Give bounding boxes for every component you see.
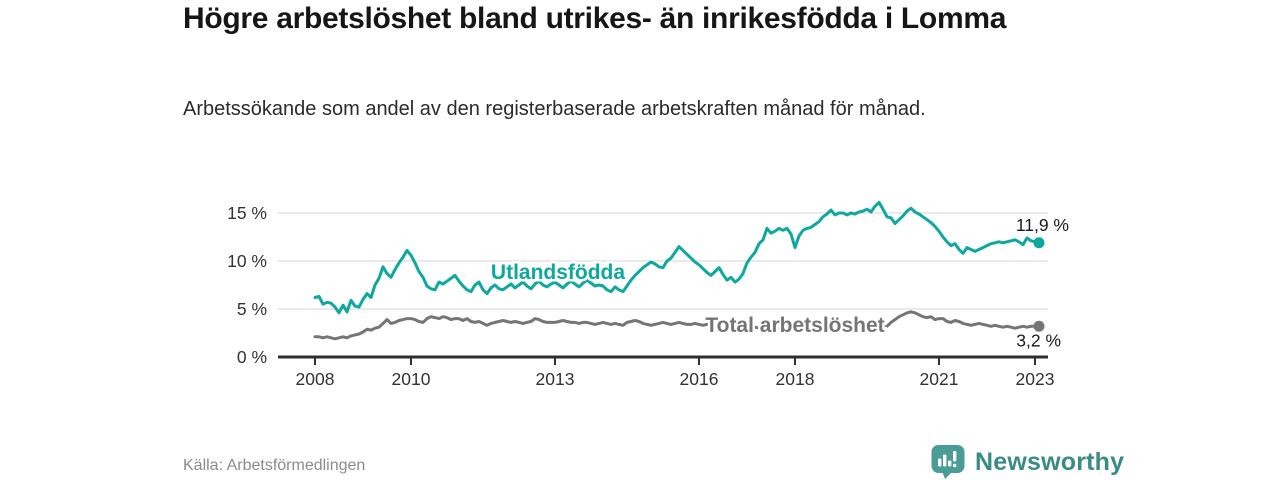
x-tick-label: 2023	[1016, 369, 1055, 389]
bar-chart-speech-bubble-icon	[931, 445, 965, 479]
series-end-dot	[1033, 320, 1045, 332]
x-tick-label: 2013	[536, 369, 575, 389]
series-line-total-arbetsl-shet	[313, 310, 1041, 341]
newsworthy-wordmark: Newsworthy	[975, 447, 1125, 476]
series-end-dot	[1033, 237, 1045, 249]
end-value-label: 11,9 %	[1016, 215, 1069, 235]
x-tick-label: 2021	[920, 369, 959, 389]
x-tick-label: 2010	[392, 369, 431, 389]
chart-title: Högre arbetslöshet bland utrikes- än inr…	[183, 2, 1007, 35]
series-label: Utlandsfödda	[491, 261, 625, 284]
source-note: Källa: Arbetsförmedlingen	[183, 457, 366, 474]
x-tick-label: 2008	[296, 369, 335, 389]
y-tick-label: 0 %	[237, 347, 267, 367]
series-label: Total arbetslöshet	[705, 314, 884, 337]
newsworthy-logo: Newsworthy	[930, 444, 1124, 480]
x-tick-label: 2018	[776, 369, 815, 389]
y-tick-label: 15 %	[227, 203, 267, 223]
chart-subtitle: Arbetssökande som andel av den registerb…	[183, 98, 926, 120]
series-line-utlandsf-dda	[313, 200, 1041, 315]
y-tick-label: 5 %	[237, 299, 267, 319]
end-value-label: 3,2 %	[1016, 330, 1061, 350]
x-tick-label: 2016	[680, 369, 719, 389]
y-tick-label: 10 %	[227, 251, 267, 271]
